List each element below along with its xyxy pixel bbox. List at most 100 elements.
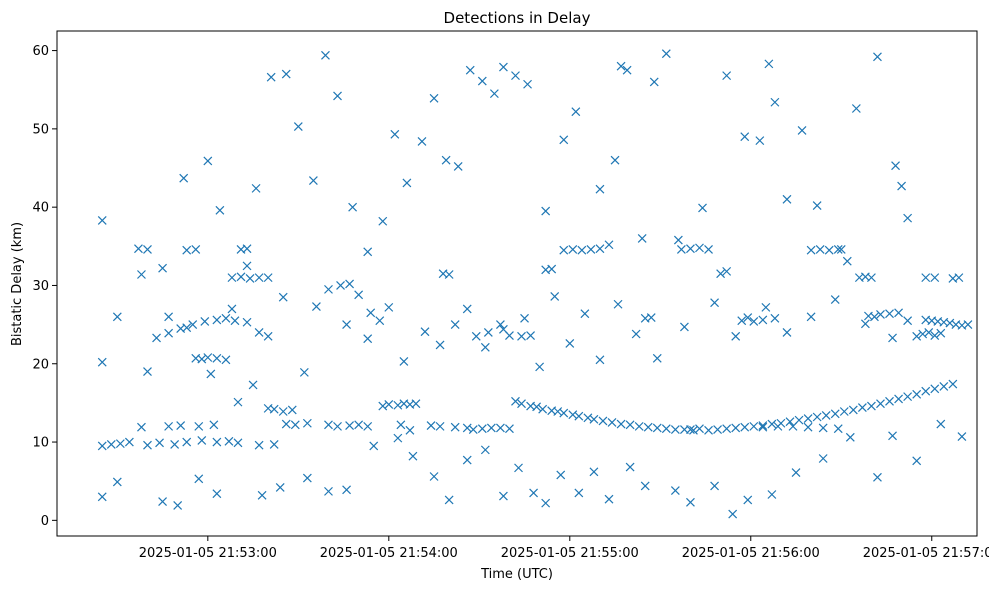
- data-point: [860, 319, 870, 329]
- data-point: [532, 402, 542, 412]
- data-point: [538, 404, 548, 414]
- chart-title: Detections in Delay: [444, 9, 591, 27]
- data-point: [556, 470, 566, 480]
- data-point: [870, 312, 879, 322]
- data-point: [468, 425, 478, 434]
- data-point: [366, 308, 376, 318]
- data-point: [782, 194, 792, 204]
- data-point: [876, 399, 885, 409]
- data-point: [637, 234, 647, 243]
- data-point: [444, 495, 454, 505]
- data-point: [155, 438, 164, 448]
- y-tick-label: 50: [32, 122, 49, 137]
- data-point: [571, 107, 581, 117]
- y-tick-label: 40: [32, 201, 49, 216]
- x-axis: 2025-01-05 21:53:00 2025-01-05 21:54:00 20…: [139, 536, 989, 561]
- data-point: [535, 362, 545, 372]
- data-point: [634, 421, 644, 431]
- data-point: [245, 273, 255, 283]
- data-point: [595, 244, 605, 254]
- data-point: [450, 422, 460, 432]
- data-point: [266, 72, 276, 82]
- data-point: [523, 79, 532, 89]
- data-point: [444, 270, 454, 279]
- data-point: [867, 401, 876, 411]
- data-point: [182, 245, 192, 255]
- data-point: [583, 413, 593, 423]
- data-point: [824, 245, 834, 255]
- y-axis: 0 10 20 30 40 50 60: [32, 44, 57, 529]
- data-point: [324, 486, 333, 496]
- data-point: [511, 396, 520, 406]
- data-point: [945, 318, 955, 328]
- data-point: [170, 439, 180, 449]
- data-point: [429, 93, 439, 103]
- data-point: [818, 423, 828, 433]
- data-point: [598, 416, 608, 426]
- data-point: [574, 488, 584, 498]
- data-point: [308, 176, 318, 185]
- x-tick-label: 2025-01-05 21:55:00: [501, 546, 639, 561]
- data-point: [770, 97, 780, 107]
- data-point: [912, 389, 922, 399]
- data-point: [514, 463, 523, 473]
- data-point: [541, 206, 551, 216]
- data-point: [722, 424, 732, 434]
- data-point: [112, 477, 122, 487]
- data-point: [215, 205, 225, 215]
- data-point: [761, 302, 771, 312]
- data-point: [661, 424, 671, 434]
- data-point: [948, 379, 958, 389]
- data-point: [462, 455, 472, 465]
- data-point: [363, 421, 373, 431]
- data-point: [233, 397, 243, 407]
- data-point: [251, 183, 261, 193]
- data-point: [936, 419, 946, 429]
- data-point: [839, 407, 849, 416]
- data-point: [782, 328, 792, 337]
- data-point: [263, 273, 273, 283]
- data-point: [610, 155, 620, 165]
- data-point: [390, 129, 400, 139]
- data-point: [97, 216, 107, 225]
- x-tick-label: 2025-01-05 21:54:00: [320, 546, 458, 561]
- data-point: [176, 421, 186, 431]
- data-point: [158, 263, 167, 273]
- data-point: [233, 438, 243, 448]
- data-point: [480, 342, 490, 352]
- data-point: [845, 432, 855, 442]
- data-point: [710, 298, 719, 308]
- data-point: [230, 316, 240, 326]
- data-point: [797, 126, 807, 135]
- data-point: [384, 302, 394, 312]
- x-tick-label: 2025-01-05 21:57:00: [863, 546, 989, 561]
- data-point: [465, 65, 475, 75]
- data-point: [399, 356, 409, 366]
- data-point: [499, 324, 508, 334]
- data-point: [287, 405, 297, 415]
- data-point: [876, 310, 885, 319]
- data-point: [486, 423, 496, 433]
- data-point: [921, 386, 931, 396]
- data-point: [137, 270, 146, 279]
- data-point: [462, 304, 472, 314]
- data-point: [791, 468, 801, 478]
- data-point: [333, 91, 342, 101]
- data-point: [505, 424, 514, 434]
- data-point: [686, 244, 695, 254]
- data-point: [495, 423, 505, 433]
- data-point: [857, 403, 867, 413]
- data-point: [652, 423, 662, 433]
- data-point: [97, 357, 107, 367]
- plot-frame: [56, 30, 978, 537]
- data-markers: [97, 49, 973, 519]
- data-point: [345, 279, 355, 289]
- data-point: [212, 437, 222, 447]
- data-point: [954, 273, 964, 283]
- data-point: [873, 472, 882, 482]
- x-tick-label: 2025-01-05 21:53:00: [139, 546, 277, 561]
- data-point: [363, 334, 373, 344]
- data-point: [227, 273, 237, 283]
- data-point: [803, 422, 813, 432]
- data-point: [293, 122, 303, 131]
